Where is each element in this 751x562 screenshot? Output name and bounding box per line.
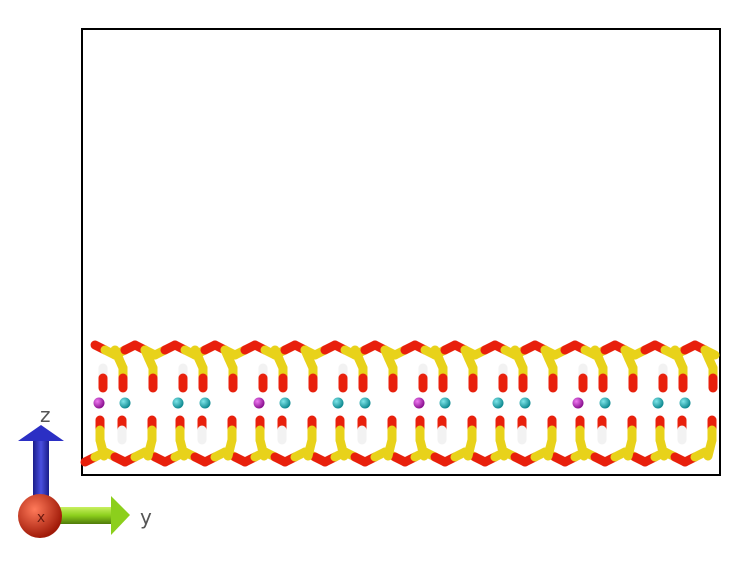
si-o-bond [143, 443, 155, 461]
y-axis-arrowhead [111, 496, 130, 535]
z-axis-arrowhead [18, 425, 64, 441]
si-o-bond [97, 443, 109, 461]
si-o-bond [417, 443, 429, 461]
si-o-bond [303, 443, 315, 461]
teal-cation [519, 397, 531, 409]
magenta-cation [253, 397, 265, 409]
teal-cation [652, 397, 664, 409]
si-o-bond [337, 443, 349, 461]
silicate-layer [80, 340, 720, 467]
teal-cation [172, 397, 184, 409]
x-axis-ball [18, 494, 62, 538]
magenta-cation [93, 397, 105, 409]
teal-cation [439, 397, 451, 409]
si-o-bond [690, 447, 710, 462]
orientation-axes: x z y [18, 403, 152, 538]
x-axis-label: x [37, 510, 45, 526]
teal-cation [599, 397, 611, 409]
si-o-bond [257, 443, 269, 461]
si-o-bond [703, 443, 715, 461]
si-o-bond [383, 443, 395, 461]
magenta-cation [572, 397, 584, 409]
teal-cation [679, 397, 691, 409]
z-axis-label: z [40, 403, 51, 427]
teal-cation [332, 397, 344, 409]
unit-cell-border [81, 28, 721, 476]
si-o-bond [177, 443, 189, 461]
si-o-bond [543, 443, 555, 461]
si-o-bond [577, 443, 589, 461]
si-o-bond [657, 443, 669, 461]
si-o-bond [497, 443, 509, 461]
magenta-cation [413, 397, 425, 409]
teal-cation [492, 397, 504, 409]
teal-cation [119, 397, 131, 409]
si-o-bond [623, 443, 635, 461]
teal-cation [279, 397, 291, 409]
y-axis-label: y [140, 505, 152, 529]
teal-cation [199, 397, 211, 409]
si-o-bond [463, 443, 475, 461]
si-o-bond [223, 443, 235, 461]
teal-cation [359, 397, 371, 409]
